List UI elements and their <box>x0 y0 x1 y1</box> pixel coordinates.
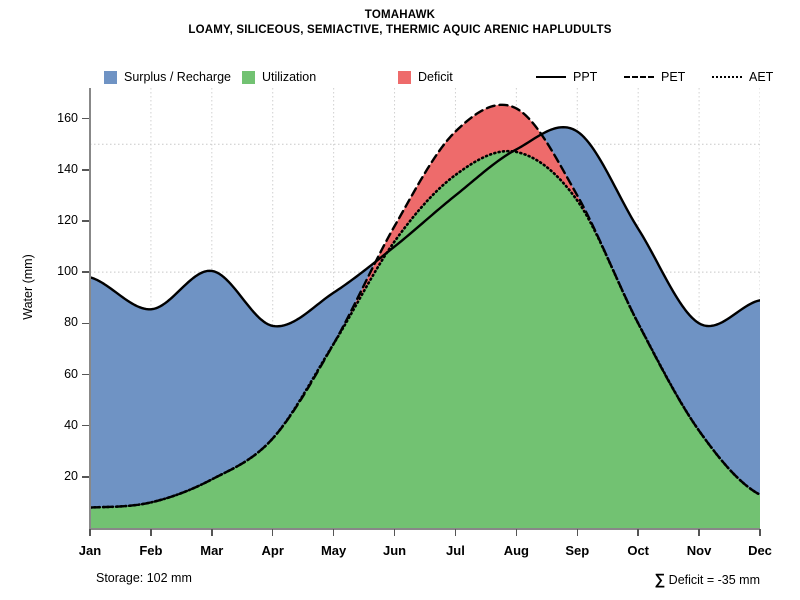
x-tick-Mar <box>211 529 213 536</box>
y-tick-160 <box>82 117 89 120</box>
surplus-area-2 <box>542 127 760 495</box>
x-tick-label-Nov: Nov <box>686 543 712 558</box>
legend-item-deficit: Deficit <box>398 68 453 86</box>
title-line-2: LOAMY, SILICEOUS, SEMIACTIVE, THERMIC AQ… <box>188 24 612 36</box>
y-tick-label-60: 60 <box>64 366 78 381</box>
aet-line-sample <box>712 71 742 83</box>
storage-note: Storage: 102 mm <box>96 571 192 585</box>
legend-label-aet: AET <box>749 70 774 84</box>
x-tick-label-Jan: Jan <box>78 543 102 558</box>
y-axis-title: Water (mm) <box>21 254 35 320</box>
x-tick-label-Apr: Apr <box>261 543 284 558</box>
x-tick-Feb <box>150 529 152 536</box>
deficit-text: Deficit = -35 mm <box>665 573 760 587</box>
x-tick-label-Dec: Dec <box>748 543 772 558</box>
legend-label-deficit: Deficit <box>418 70 453 84</box>
legend-label-surplus: Surplus / Recharge <box>124 70 232 84</box>
x-tick-Oct <box>637 529 639 536</box>
legend-label-utilization: Utilization <box>262 70 317 84</box>
legend-item-surplus: Surplus / Recharge <box>104 68 231 86</box>
legend-item-pet: PET <box>624 68 685 86</box>
y-tick-label-80: 80 <box>64 315 78 330</box>
surplus-swatch <box>104 70 117 84</box>
plot-svg <box>90 88 760 528</box>
title-line-1: TOMAHAWK <box>364 9 436 21</box>
x-tick-Jun <box>393 529 396 536</box>
chart-title: TOMAHAWK LOAMY, SILICEOUS, SEMIACTIVE, T… <box>0 8 800 38</box>
x-tick-label-Jul: Jul <box>446 543 465 558</box>
y-tick-label-120: 120 <box>57 213 78 228</box>
legend-item-ppt: PPT <box>536 68 597 86</box>
x-tick-Sep <box>576 529 579 536</box>
y-tick-120 <box>82 220 89 222</box>
x-axis-line <box>89 528 760 530</box>
sigma-symbol: ∑ <box>654 571 666 588</box>
deficit-swatch <box>398 70 411 84</box>
x-tick-label-Oct: Oct <box>627 543 649 558</box>
y-tick-100 <box>82 271 89 273</box>
y-tick-label-160: 160 <box>57 110 78 125</box>
legend-item-utilization: Utilization <box>242 68 316 86</box>
deficit-area-1 <box>335 104 636 340</box>
legend-label-ppt: PPT <box>573 70 598 84</box>
ppt-line <box>90 125 760 328</box>
x-tick-Jul <box>454 529 457 536</box>
x-tick-label-Aug: Aug <box>503 543 529 558</box>
pet-line-sample <box>624 71 654 83</box>
x-tick-Nov <box>698 529 700 536</box>
y-tick-label-140: 140 <box>57 161 78 176</box>
y-axis-line <box>89 88 91 529</box>
x-tick-label-Jun: Jun <box>382 543 407 558</box>
x-tick-Apr <box>271 529 274 536</box>
x-tick-label-Feb: Feb <box>139 543 163 558</box>
plot-area <box>90 88 760 528</box>
x-tick-May <box>332 529 335 536</box>
x-tick-label-Sep: Sep <box>565 543 590 558</box>
legend-label-pet: PET <box>661 70 686 84</box>
y-tick-20 <box>82 476 89 478</box>
surplus-area-1 <box>90 263 374 508</box>
y-tick-40 <box>82 424 89 427</box>
deficit-note: ∑ Deficit = -35 mm <box>654 571 760 588</box>
utilization-area <box>90 151 760 528</box>
pet-line <box>90 103 760 509</box>
legend-item-aet: AET <box>712 68 773 86</box>
y-tick-80 <box>82 322 89 325</box>
x-tick-Aug <box>515 529 518 536</box>
y-tick-60 <box>82 373 89 376</box>
x-tick-label-Mar: Mar <box>200 543 224 558</box>
y-tick-label-20: 20 <box>64 468 78 483</box>
chart-legend: Surplus / Recharge Utilization Deficit P… <box>0 68 800 88</box>
utilization-swatch <box>242 70 255 84</box>
y-tick-140 <box>82 169 89 171</box>
y-tick-label-100: 100 <box>57 264 78 279</box>
ppt-line-sample <box>536 71 566 83</box>
y-tick-label-40: 40 <box>64 417 78 432</box>
x-tick-Jan <box>89 529 91 536</box>
x-tick-label-May: May <box>320 543 347 558</box>
x-tick-Dec <box>759 529 761 536</box>
